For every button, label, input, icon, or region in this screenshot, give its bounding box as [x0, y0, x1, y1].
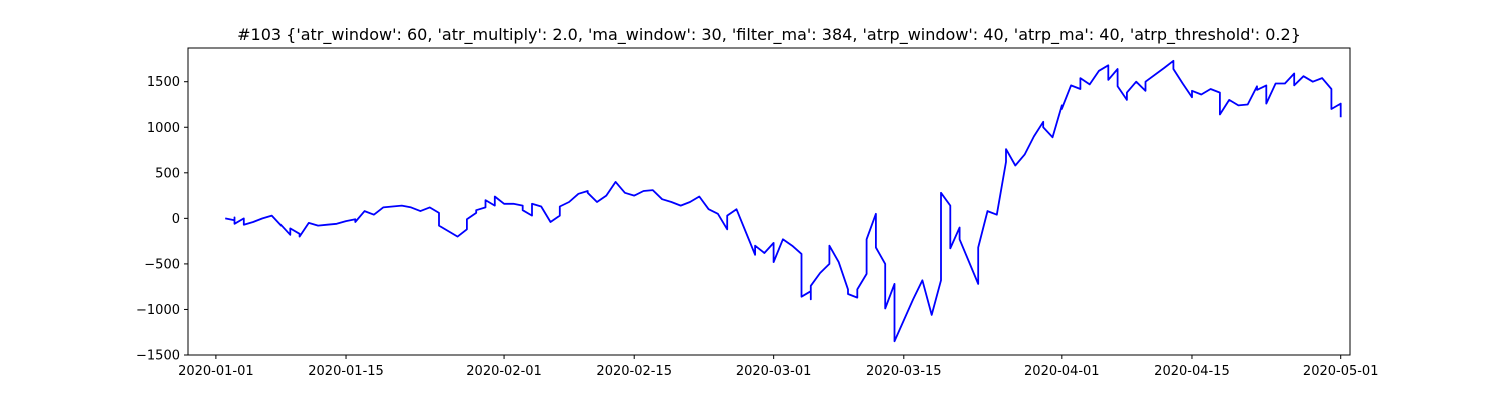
x-tick-label: 2020-05-01: [1303, 364, 1379, 379]
y-tick-label: −500: [144, 257, 180, 272]
y-tick-label: −1500: [136, 349, 180, 364]
x-tick-label: 2020-02-15: [596, 364, 672, 379]
y-tick-label: 0: [172, 212, 180, 227]
x-tick-label: 2020-01-15: [308, 364, 384, 379]
axes-frame: [187, 47, 1351, 356]
y-tick-label: 1000: [147, 121, 180, 136]
series-line-0: [225, 59, 1342, 343]
y-tick-label: 500: [155, 166, 180, 181]
chart-title: #103 {'atr_window': 60, 'atr_multiply': …: [237, 25, 1301, 45]
y-tick-label: −1000: [136, 303, 180, 318]
x-tick-label: 2020-03-15: [866, 364, 942, 379]
x-tick-label: 2020-04-15: [1154, 364, 1230, 379]
x-tick-label: 2020-02-01: [466, 364, 542, 379]
x-tick-label: 2020-01-01: [178, 364, 254, 379]
plot-area: 2020-01-01 2020-01-15 2020-02-01 2020-02-15…: [136, 47, 1379, 379]
x-tick-label: 2020-03-01: [736, 364, 812, 379]
x-tick-label: 2020-04-01: [1024, 364, 1100, 379]
y-tick-label: 1500: [147, 75, 180, 90]
